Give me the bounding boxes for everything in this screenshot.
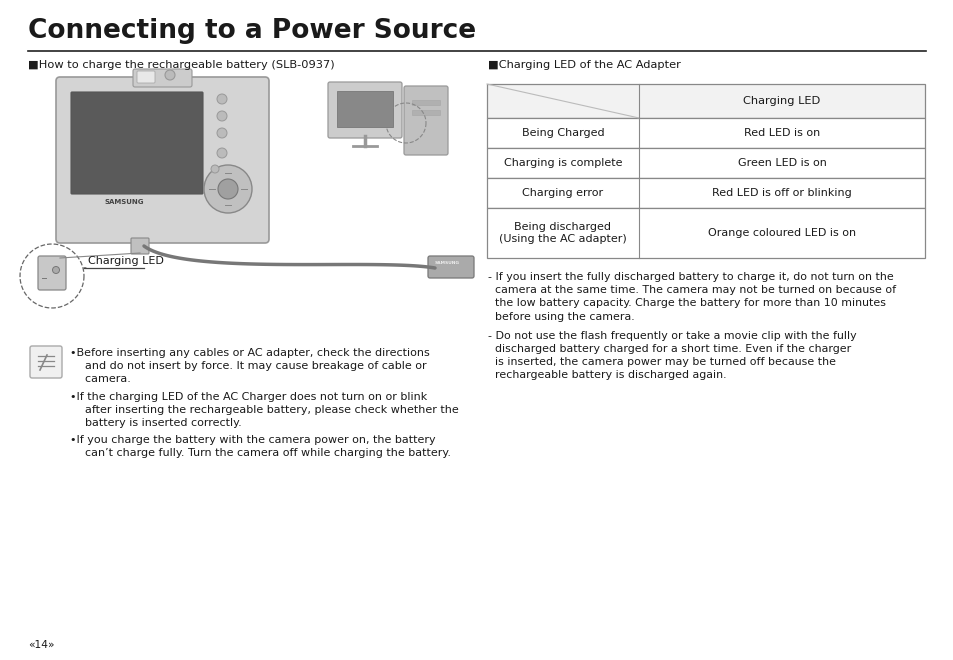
Text: Green LED is on: Green LED is on	[737, 158, 825, 168]
Text: Charging LED: Charging LED	[88, 256, 164, 266]
Text: Red LED is on: Red LED is on	[743, 128, 820, 138]
Text: •If the charging LED of the AC Charger does not turn on or blink: •If the charging LED of the AC Charger d…	[70, 391, 427, 401]
Circle shape	[216, 111, 227, 121]
FancyBboxPatch shape	[403, 86, 448, 155]
Circle shape	[216, 128, 227, 138]
FancyBboxPatch shape	[137, 71, 154, 83]
Bar	[486, 84, 924, 118]
Bar	[486, 178, 924, 208]
Text: - If you insert the fully discharged battery to charge it, do not turn on the: - If you insert the fully discharged bat…	[488, 272, 893, 282]
Text: is inserted, the camera power may be turned off because the: is inserted, the camera power may be tur…	[488, 357, 835, 367]
Text: •Before inserting any cables or AC adapter, check the directions: •Before inserting any cables or AC adapt…	[70, 348, 429, 358]
Text: and do not insert by force. It may cause breakage of cable or: and do not insert by force. It may cause…	[78, 361, 426, 371]
FancyBboxPatch shape	[30, 346, 62, 378]
Circle shape	[165, 70, 174, 80]
FancyBboxPatch shape	[132, 69, 192, 87]
Bar	[412, 110, 439, 115]
Text: Orange coloured LED is on: Orange coloured LED is on	[707, 228, 855, 238]
Text: camera at the same time. The camera may not be turned on because of: camera at the same time. The camera may …	[488, 285, 895, 295]
Circle shape	[204, 165, 252, 213]
Text: ■How to charge the rechargeable battery (SLB-0937): ■How to charge the rechargeable battery …	[28, 60, 335, 70]
Text: discharged battery charged for a short time. Even if the charger: discharged battery charged for a short t…	[488, 344, 850, 354]
Text: after inserting the rechargeable battery, please check whether the: after inserting the rechargeable battery…	[78, 405, 458, 414]
Text: •If you charge the battery with the camera power on, the battery: •If you charge the battery with the came…	[70, 435, 436, 446]
Circle shape	[216, 94, 227, 104]
Circle shape	[216, 148, 227, 158]
Bar	[486, 118, 924, 148]
Text: Charging is complete: Charging is complete	[503, 158, 621, 168]
Text: Charging LED: Charging LED	[742, 96, 820, 106]
FancyBboxPatch shape	[428, 256, 474, 278]
Text: Being discharged
(Using the AC adapter): Being discharged (Using the AC adapter)	[498, 222, 626, 244]
Text: battery is inserted correctly.: battery is inserted correctly.	[78, 418, 241, 428]
Text: «14»: «14»	[28, 640, 54, 650]
Circle shape	[211, 165, 219, 173]
Bar	[336, 91, 393, 127]
FancyBboxPatch shape	[56, 77, 269, 243]
Text: rechargeable battery is discharged again.: rechargeable battery is discharged again…	[488, 370, 726, 380]
Text: Connecting to a Power Source: Connecting to a Power Source	[28, 18, 476, 44]
Circle shape	[218, 179, 237, 199]
Text: the low battery capacity. Charge the battery for more than 10 minutes: the low battery capacity. Charge the bat…	[488, 298, 885, 308]
Text: ■Charging LED of the AC Adapter: ■Charging LED of the AC Adapter	[488, 60, 680, 70]
Text: before using the camera.: before using the camera.	[488, 312, 634, 321]
Bar	[412, 100, 439, 105]
Text: Being Charged: Being Charged	[521, 128, 603, 138]
Text: SAMSUNG: SAMSUNG	[435, 261, 459, 265]
FancyBboxPatch shape	[71, 92, 203, 194]
Bar	[486, 148, 924, 178]
FancyBboxPatch shape	[131, 238, 149, 254]
Text: Red LED is off or blinking: Red LED is off or blinking	[711, 188, 851, 198]
Text: - Do not use the flash frequently or take a movie clip with the fully: - Do not use the flash frequently or tak…	[488, 331, 856, 341]
Text: can’t charge fully. Turn the camera off while charging the battery.: can’t charge fully. Turn the camera off …	[78, 448, 451, 459]
Text: Charging error: Charging error	[522, 188, 603, 198]
FancyBboxPatch shape	[328, 82, 401, 138]
Circle shape	[52, 267, 59, 273]
Text: camera.: camera.	[78, 374, 131, 384]
FancyBboxPatch shape	[38, 256, 66, 290]
Bar	[486, 208, 924, 258]
Text: SAMSUNG: SAMSUNG	[105, 199, 144, 205]
